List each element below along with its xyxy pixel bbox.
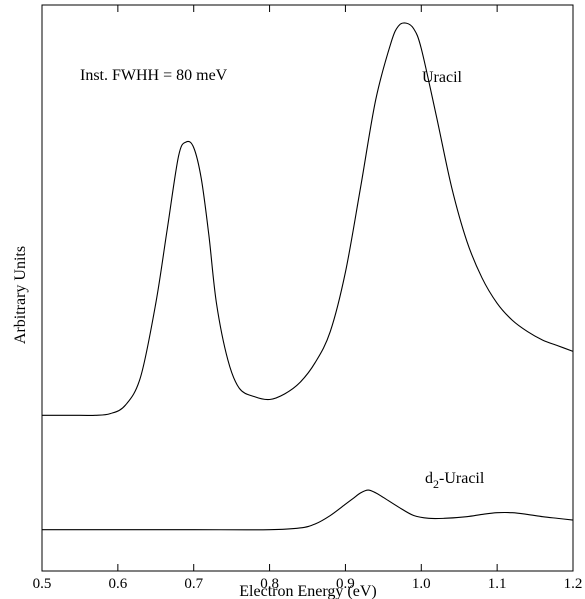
y-axis-label: Arbitrary Units (12, 246, 29, 344)
x-tick-label-4: 0.9 (336, 576, 355, 592)
x-tick-label-3: 0.8 (260, 576, 279, 592)
x-tick-label-2: 0.7 (184, 576, 203, 592)
x-axis-label: Electron Energy (eV) (239, 583, 376, 599)
series-label-d2-sub: 2 (433, 477, 439, 491)
x-tick-label-5: 1.0 (412, 576, 431, 592)
series-label-d2-uracil: d2-Uracil (425, 470, 485, 491)
series-line-1 (42, 489, 574, 531)
x-tick-label-7: 1.2 (564, 576, 583, 592)
series-label-uracil: Uracil (422, 69, 463, 86)
x-tick-labels: 0.5 0.6 0.7 0.8 0.9 1.0 1.1 1.2 (33, 576, 583, 592)
series-layer (42, 22, 574, 531)
x-tick-label-1: 0.6 (108, 576, 127, 592)
x-tick-label-0: 0.5 (33, 576, 52, 592)
series-label-d2-base: d (425, 470, 433, 487)
plot-frame (41, 4, 574, 572)
fwhh-annotation: Inst. FWHH = 80 meV (80, 67, 228, 84)
series-line-0 (42, 22, 574, 417)
x-tick-label-6: 1.1 (488, 576, 507, 592)
series-label-d2-rest: -Uracil (439, 470, 485, 487)
x-ticks (41, 5, 574, 571)
